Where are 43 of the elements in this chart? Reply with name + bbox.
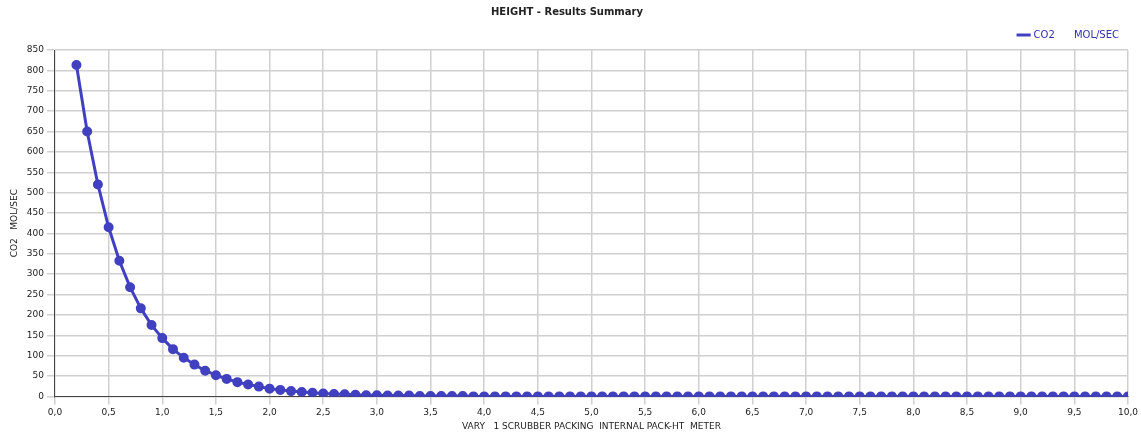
x-tick-label: 1,5 — [208, 407, 224, 418]
y-tick-label: 500 — [26, 186, 45, 197]
x-tick-label: 1,0 — [155, 407, 170, 418]
x-tick-label: 4,5 — [530, 407, 545, 418]
chart-title: HEIGHT - Results Summary — [491, 5, 644, 17]
x-tick-label: 5,5 — [637, 407, 653, 418]
x-tick-label: 7,5 — [852, 407, 867, 418]
x-tick-label: 0,0 — [47, 407, 63, 418]
y-axis-title: CO2 MOL/SEC — [8, 189, 19, 258]
x-tick-label: 4,0 — [477, 407, 492, 418]
x-tick-label: 8,5 — [959, 407, 975, 418]
y-tick-label: 550 — [26, 166, 45, 177]
y-tick-label: 800 — [26, 64, 45, 75]
x-tick-label: 3,5 — [423, 407, 438, 418]
x-tick-label: 6,5 — [745, 407, 760, 418]
y-tick-label: 0 — [38, 390, 45, 401]
x-tick-label: 10,0 — [1117, 407, 1139, 418]
legend-label: CO2 MOL/SEC — [1033, 28, 1120, 40]
y-tick-label: 850 — [26, 44, 45, 55]
y-tick-label: 600 — [26, 146, 45, 157]
x-tick-label: 5,0 — [584, 407, 599, 418]
x-tick-label: 2,0 — [262, 407, 277, 418]
x-tick-label: 2,5 — [316, 407, 331, 418]
x-tick-label: 9,5 — [1067, 407, 1082, 418]
y-tick-label: 300 — [26, 268, 45, 279]
y-tick-label: 750 — [26, 85, 45, 96]
y-tick-label: 150 — [26, 329, 45, 340]
x-axis-title: VARY 1 SCRUBBER PACKING INTERNAL PACK-HT METER — [461, 420, 721, 431]
y-tick-label: 700 — [26, 105, 45, 116]
x-tick-label: 6,0 — [691, 407, 707, 418]
y-tick-label: 200 — [26, 309, 45, 320]
y-tick-label: 450 — [26, 207, 45, 218]
y-tick-label: 100 — [26, 349, 45, 360]
y-tick-label: 650 — [26, 125, 45, 136]
y-tick-label: 350 — [26, 248, 45, 259]
x-tick-label: 0,5 — [101, 407, 116, 418]
x-tick-label: 8,0 — [906, 407, 921, 418]
x-tick-label: 7,0 — [798, 407, 814, 418]
y-tick-label: 400 — [26, 227, 45, 238]
x-tick-label: 9,0 — [1013, 407, 1029, 418]
y-tick-label: 50 — [32, 370, 45, 381]
y-tick-label: 250 — [26, 288, 45, 299]
x-tick-label: 3,0 — [369, 407, 385, 418]
